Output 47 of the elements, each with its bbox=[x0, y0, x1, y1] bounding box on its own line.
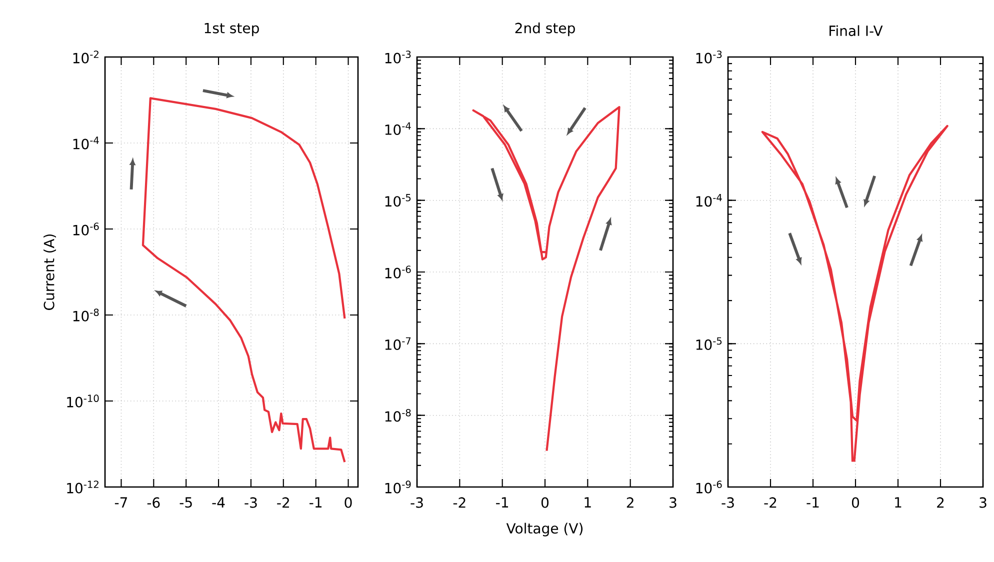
chart-title: 1st step bbox=[204, 22, 259, 36]
line-series bbox=[142, 97, 346, 464]
y-tick-label: 10$^{-8}$ bbox=[73, 308, 99, 322]
y-tick-label: 10$^{-3}$ bbox=[385, 50, 411, 64]
x-tick-label: -1 bbox=[496, 497, 508, 508]
y-tick-label: 10$^{-7}$ bbox=[385, 337, 411, 350]
x-tick-label: 3 bbox=[670, 497, 676, 508]
x-tick-label: -7 bbox=[114, 497, 127, 508]
y-tick-label: 10$^{-5}$ bbox=[385, 194, 411, 207]
x-tick-label: -2 bbox=[764, 497, 776, 508]
y-tick-label: 10$^{-9}$ bbox=[385, 480, 411, 494]
y-tick-label: 10$^{-5}$ bbox=[696, 337, 722, 350]
line-series bbox=[761, 124, 948, 463]
chart-title: 2nd step bbox=[515, 22, 575, 36]
x-tick-label: 2 bbox=[626, 497, 634, 508]
y-tick-label: 10$^{-12}$ bbox=[67, 480, 98, 494]
y-tick-label: 10$^{-3}$ bbox=[696, 50, 722, 64]
y-tick-label: 10$^{-4}$ bbox=[696, 194, 722, 207]
x-tick-label: 0 bbox=[541, 497, 549, 508]
y-tick-label: 10$^{-10}$ bbox=[67, 394, 99, 408]
x-tick-label: -3 bbox=[722, 497, 734, 508]
x-tick-label: -6 bbox=[147, 497, 160, 508]
x-axis-title: Voltage (V) bbox=[506, 522, 583, 536]
x-tick-label: -3 bbox=[410, 497, 423, 508]
y-tick-label: 10$^{-8}$ bbox=[385, 408, 411, 422]
x-tick-label: -5 bbox=[180, 497, 192, 508]
y-tick-label: 10$^{-4}$ bbox=[385, 122, 411, 135]
y-tick-label: 10$^{-4}$ bbox=[73, 136, 99, 150]
y-tick-label: 10$^{-6}$ bbox=[73, 222, 99, 236]
x-tick-label: 1 bbox=[895, 497, 902, 508]
x-tick-label: -1 bbox=[310, 497, 322, 508]
x-tick-label: 1 bbox=[584, 497, 591, 508]
x-tick-label: 0 bbox=[852, 497, 860, 508]
line-series bbox=[472, 106, 620, 452]
x-tick-label: -3 bbox=[244, 497, 257, 508]
y-tick-label: 10$^{-6}$ bbox=[696, 480, 722, 494]
x-tick-label: -2 bbox=[277, 497, 289, 508]
x-tick-label: -4 bbox=[212, 497, 225, 508]
x-tick-label: 3 bbox=[980, 497, 986, 508]
x-tick-label: -1 bbox=[806, 497, 819, 508]
x-tick-label: 0 bbox=[344, 497, 352, 508]
y-tick-label: 10$^{-6}$ bbox=[385, 266, 411, 278]
x-tick-label: -2 bbox=[453, 497, 466, 508]
y-tick-label: 10$^{-2}$ bbox=[73, 50, 98, 64]
x-tick-label: 2 bbox=[937, 497, 944, 508]
y-axis-title: Current (A) bbox=[44, 234, 56, 310]
chart-title: Final I-V bbox=[830, 25, 883, 36]
